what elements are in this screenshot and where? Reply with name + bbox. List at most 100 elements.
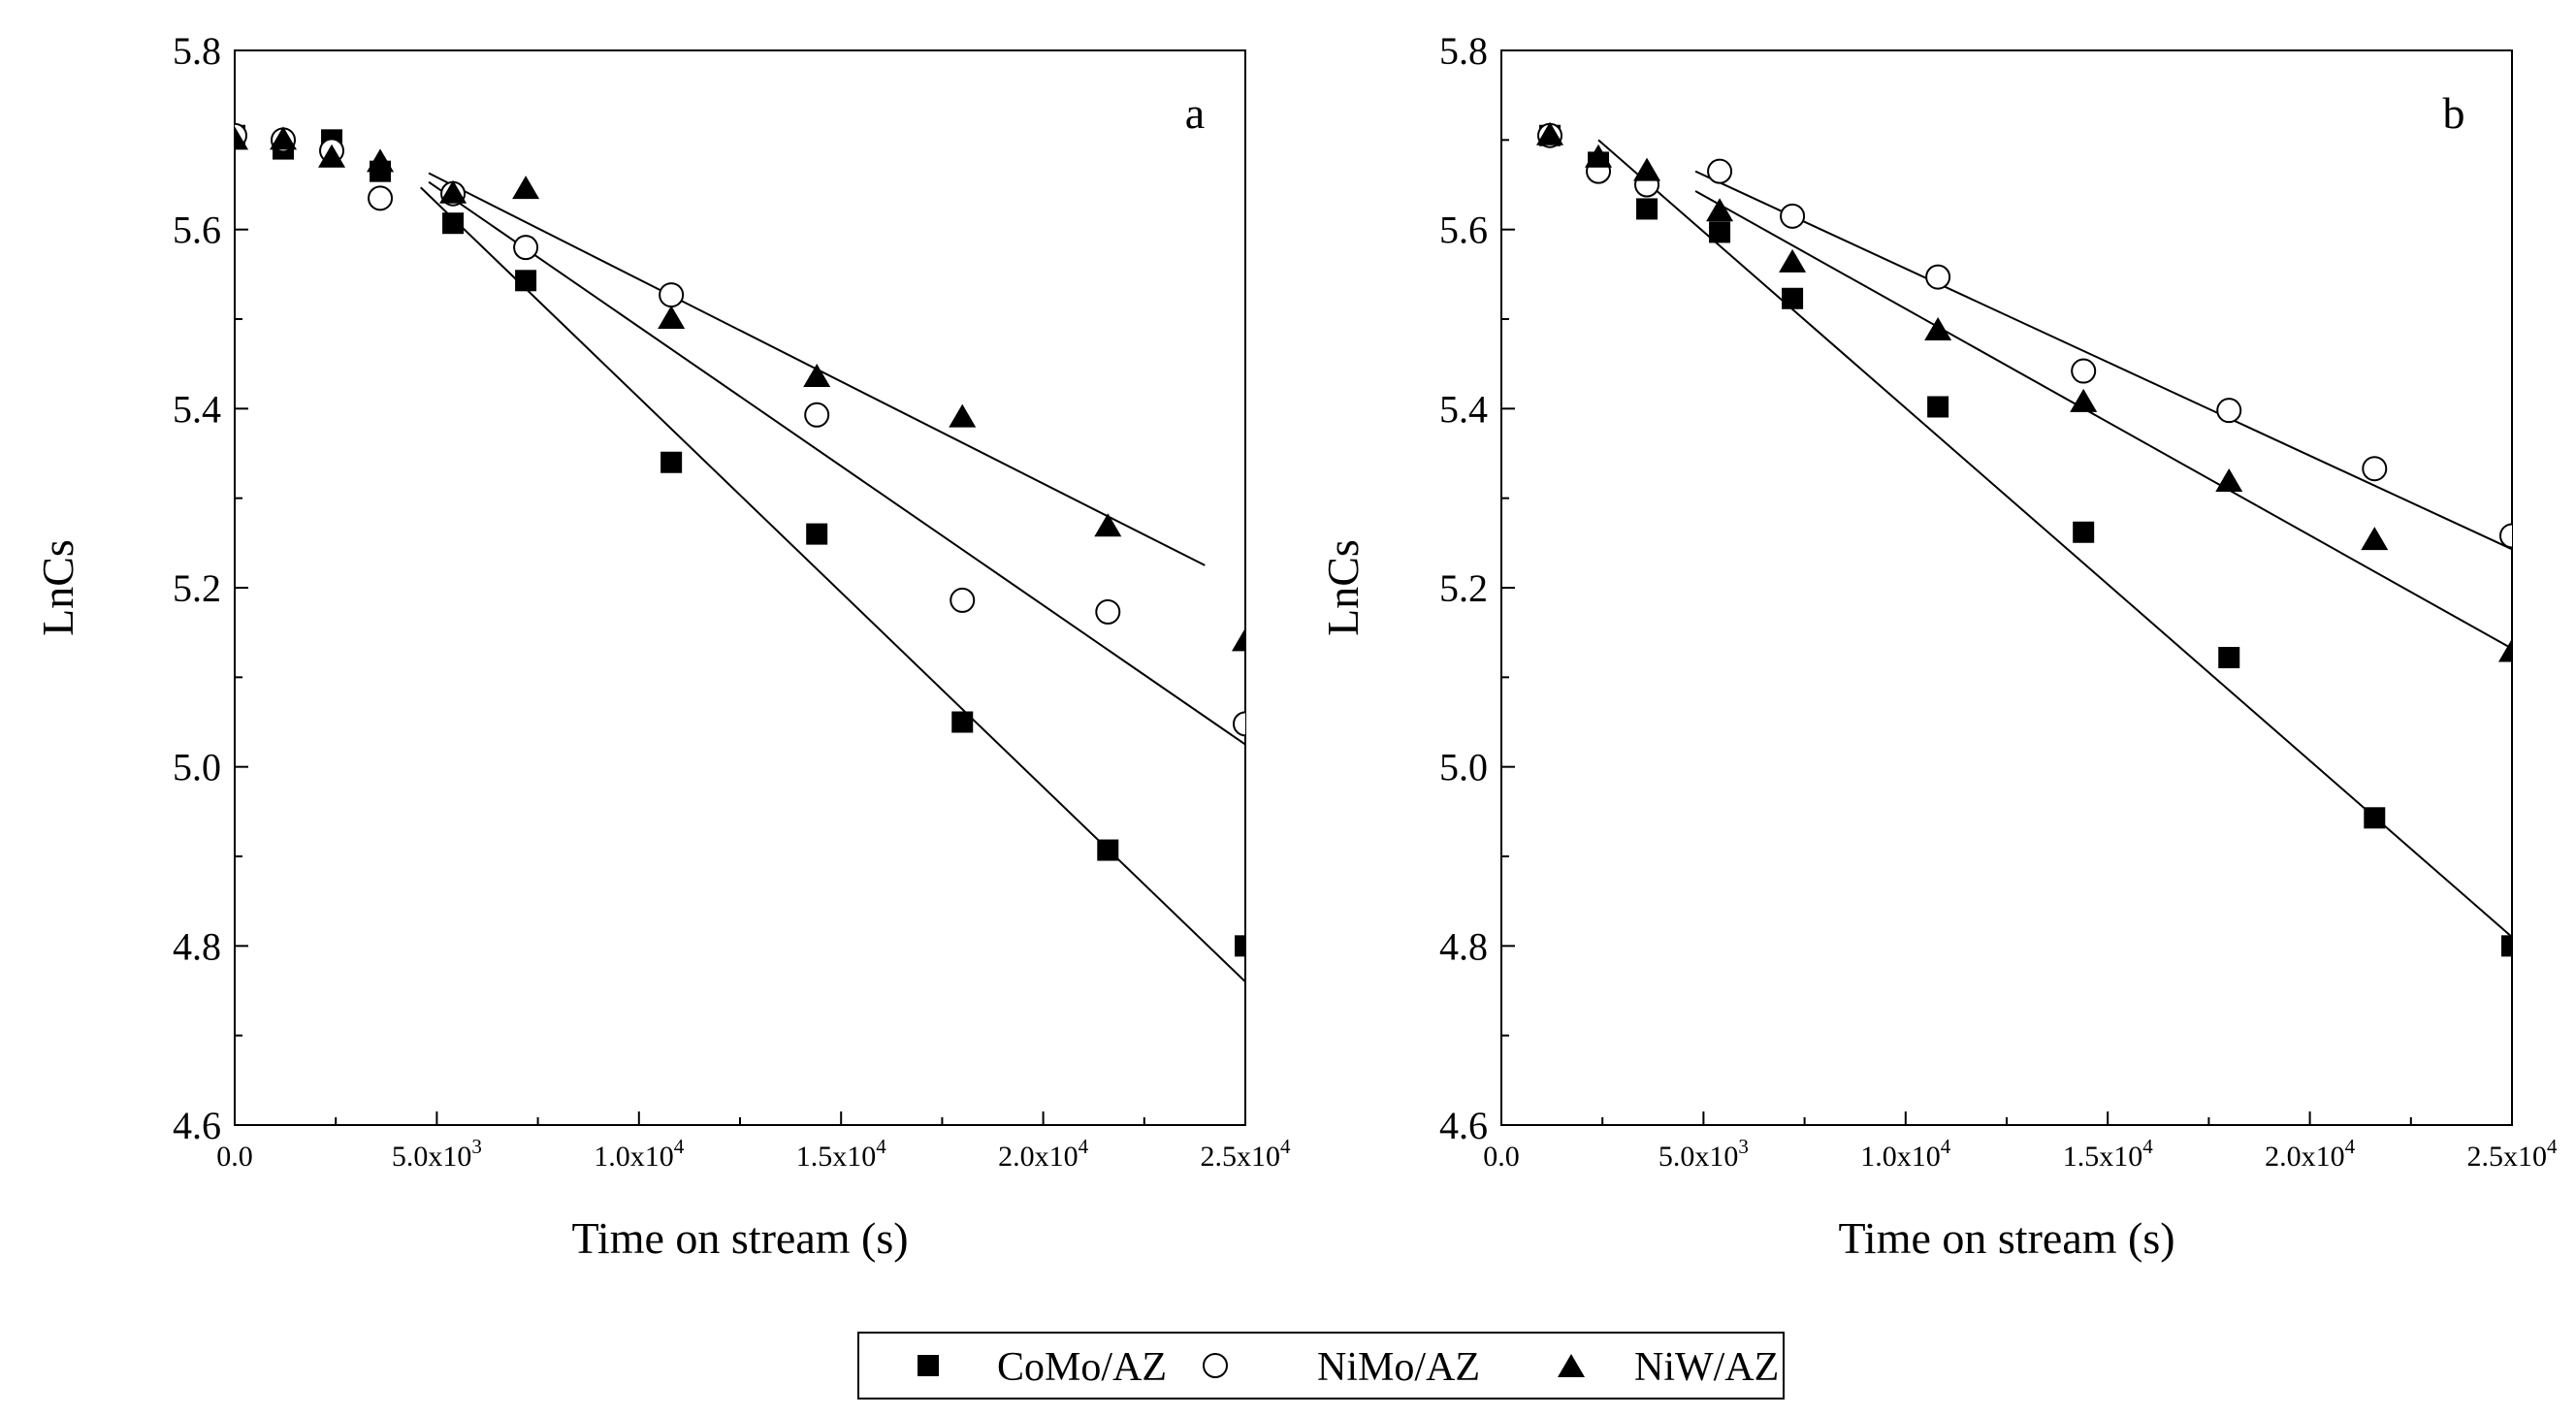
- point-niw-az: [367, 148, 395, 173]
- point-niw-az: [658, 306, 686, 329]
- point-como-az: [1927, 396, 1949, 418]
- point-niw-az: [1924, 317, 1952, 341]
- y-tick-label: 4.6: [173, 1104, 221, 1147]
- y-tick-label: 4.8: [1439, 924, 1488, 968]
- point-nimo-az: [513, 235, 539, 261]
- legend-box: [857, 1332, 1785, 1400]
- y-tick-label: 5.0: [173, 746, 221, 789]
- fit-line-niw-az: [1694, 190, 2513, 650]
- point-niw-az: [1706, 198, 1734, 222]
- point-niw-az: [1633, 157, 1661, 181]
- point-nimo-az: [1233, 711, 1245, 737]
- x-tick-label: 2.5x104: [2467, 1135, 2559, 1173]
- point-niw-az: [1232, 628, 1245, 652]
- point-como-az: [2364, 807, 2386, 829]
- fit-line-nimo-az: [1694, 170, 2513, 551]
- y-tick-label: 5.2: [1439, 566, 1488, 610]
- point-como-az: [1709, 221, 1731, 243]
- plot-frame: [234, 49, 1246, 1126]
- point-nimo-az: [2499, 523, 2512, 549]
- y-tick-label: 5.4: [1439, 387, 1488, 431]
- y-tick-label: 5.2: [173, 566, 221, 610]
- point-niw-az: [512, 176, 540, 200]
- point-como-az: [2501, 935, 2512, 957]
- point-niw-az: [439, 179, 467, 204]
- legend-label-como: CoMo/AZ: [997, 1345, 1167, 1390]
- legend-marker-nimo: [1203, 1353, 1228, 1378]
- legend-label-nimo: NiMo/AZ: [1317, 1345, 1480, 1390]
- x-tick-label: 0.0: [1483, 1141, 1520, 1173]
- point-nimo-az: [368, 185, 394, 211]
- x-tick-label: 5.0x103: [392, 1135, 482, 1173]
- point-niw-az: [2070, 388, 2098, 412]
- point-nimo-az: [659, 282, 685, 308]
- point-niw-az: [1094, 513, 1122, 537]
- x-axis-title: Time on stream (s): [571, 1213, 908, 1263]
- point-nimo-az: [2071, 358, 2097, 384]
- point-niw-az: [1585, 144, 1613, 168]
- point-como-az: [660, 451, 683, 473]
- point-niw-az: [803, 364, 831, 388]
- panel-b: 0.0 5.0x103 1.0x104 1.5x104 2.0x104 2.5x104 4.…: [1318, 29, 2558, 1263]
- x-tick-label: 1.0x104: [1860, 1135, 1951, 1173]
- point-niw-az: [949, 403, 977, 428]
- point-niw-az: [1779, 248, 1807, 273]
- point-niw-az: [318, 144, 346, 168]
- y-tick-label: 5.6: [173, 209, 221, 252]
- point-como-az: [442, 212, 465, 235]
- point-nimo-az: [804, 402, 830, 428]
- fit-line-como-az: [420, 186, 1246, 982]
- point-niw-az: [1536, 121, 1564, 145]
- x-tick-label: 2.0x104: [2265, 1135, 2356, 1173]
- y-tick-label: 5.8: [173, 29, 221, 73]
- point-niw-az: [2361, 527, 2389, 551]
- x-tick-label: 1.5x104: [796, 1135, 887, 1173]
- y-tick-label: 5.4: [173, 387, 221, 431]
- x-tick-label: 0.0: [216, 1141, 253, 1173]
- data-points: [1536, 121, 2512, 957]
- point-como-az: [515, 270, 537, 292]
- y-tick-label: 4.8: [173, 924, 221, 968]
- point-como-az: [1097, 839, 1119, 861]
- point-como-az: [2218, 647, 2240, 669]
- x-tick-label: 1.5x104: [2063, 1135, 2154, 1173]
- legend-marker-niw: [1558, 1354, 1585, 1377]
- point-nimo-az: [2216, 398, 2242, 424]
- panel-label: b: [2443, 88, 2465, 138]
- y-tick-label: 5.6: [1439, 209, 1488, 252]
- point-nimo-az: [2362, 456, 2388, 482]
- fit-line-como-az: [1597, 139, 2513, 938]
- legend-marker-como: [918, 1355, 939, 1376]
- x-tick-label: 5.0x103: [1658, 1135, 1749, 1173]
- data-points: [235, 122, 1245, 957]
- point-como-az: [2073, 521, 2095, 543]
- point-nimo-az: [950, 587, 976, 613]
- y-axis-title: LnCs: [33, 539, 82, 636]
- point-como-az: [1782, 287, 1804, 309]
- point-niw-az: [2498, 638, 2512, 662]
- point-nimo-az: [1780, 203, 1806, 229]
- x-axis-title: Time on stream (s): [1838, 1213, 2174, 1263]
- fit-line-nimo-az: [428, 180, 1246, 746]
- point-como-az: [806, 523, 828, 545]
- x-tick-label: 2.5x104: [1201, 1135, 1292, 1173]
- panel-label: a: [1185, 88, 1205, 138]
- y-axis-title: LnCs: [1318, 539, 1368, 636]
- point-niw-az: [235, 126, 248, 150]
- point-como-az: [951, 711, 974, 733]
- point-nimo-az: [1095, 598, 1121, 625]
- legend: CoMo/AZ NiMo/AZ NiW/AZ: [857, 1332, 1785, 1400]
- legend-label-niw: NiW/AZ: [1634, 1345, 1779, 1390]
- point-niw-az: [270, 126, 298, 150]
- point-niw-az: [2215, 468, 2243, 493]
- point-como-az: [1636, 198, 1658, 220]
- point-nimo-az: [1925, 264, 1951, 290]
- x-tick-label: 2.0x104: [998, 1135, 1089, 1173]
- point-como-az: [1235, 935, 1245, 957]
- x-tick-label: 1.0x104: [594, 1135, 685, 1173]
- y-tick-label: 4.6: [1439, 1104, 1488, 1147]
- point-nimo-az: [1707, 158, 1733, 184]
- y-tick-label: 5.0: [1439, 746, 1488, 789]
- panel-a: 0.0 5.0x103 1.0x104 1.5x104 2.0x104 2.5x104 4.…: [33, 29, 1291, 1263]
